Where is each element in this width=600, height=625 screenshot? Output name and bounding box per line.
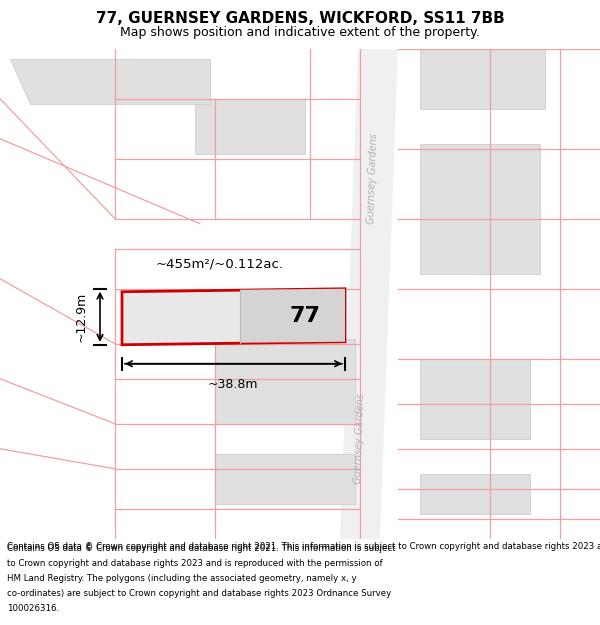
Text: Guernsey Gardens: Guernsey Gardens bbox=[367, 133, 380, 224]
Bar bbox=[215, 454, 355, 504]
Text: Map shows position and indicative extent of the property.: Map shows position and indicative extent… bbox=[120, 26, 480, 39]
Text: Contains OS data © Crown copyright and database right 2021. This information is : Contains OS data © Crown copyright and d… bbox=[7, 544, 396, 552]
Bar bbox=[420, 474, 530, 514]
Polygon shape bbox=[122, 289, 345, 345]
Bar bbox=[115, 59, 210, 104]
Polygon shape bbox=[340, 49, 398, 539]
Text: 77: 77 bbox=[290, 306, 320, 326]
Text: HM Land Registry. The polygons (including the associated geometry, namely x, y: HM Land Registry. The polygons (includin… bbox=[7, 574, 357, 582]
Text: ~12.9m: ~12.9m bbox=[75, 292, 88, 342]
Bar bbox=[420, 4, 545, 109]
Polygon shape bbox=[10, 59, 115, 104]
Text: Contains OS data © Crown copyright and database right 2021. This information is : Contains OS data © Crown copyright and d… bbox=[7, 542, 600, 551]
Text: Guernsey Gardens: Guernsey Gardens bbox=[353, 393, 367, 484]
Bar bbox=[420, 144, 540, 274]
Bar bbox=[215, 339, 355, 424]
Bar bbox=[420, 359, 530, 439]
Polygon shape bbox=[240, 289, 345, 342]
Text: 100026316.: 100026316. bbox=[7, 604, 59, 612]
Text: 77, GUERNSEY GARDENS, WICKFORD, SS11 7BB: 77, GUERNSEY GARDENS, WICKFORD, SS11 7BB bbox=[95, 11, 505, 26]
Text: to Crown copyright and database rights 2023 and is reproduced with the permissio: to Crown copyright and database rights 2… bbox=[7, 559, 383, 568]
Text: ~38.8m: ~38.8m bbox=[208, 378, 258, 391]
Bar bbox=[195, 99, 305, 154]
Text: co-ordinates) are subject to Crown copyright and database rights 2023 Ordnance S: co-ordinates) are subject to Crown copyr… bbox=[7, 589, 391, 598]
Text: ~455m²/~0.112ac.: ~455m²/~0.112ac. bbox=[156, 258, 284, 270]
